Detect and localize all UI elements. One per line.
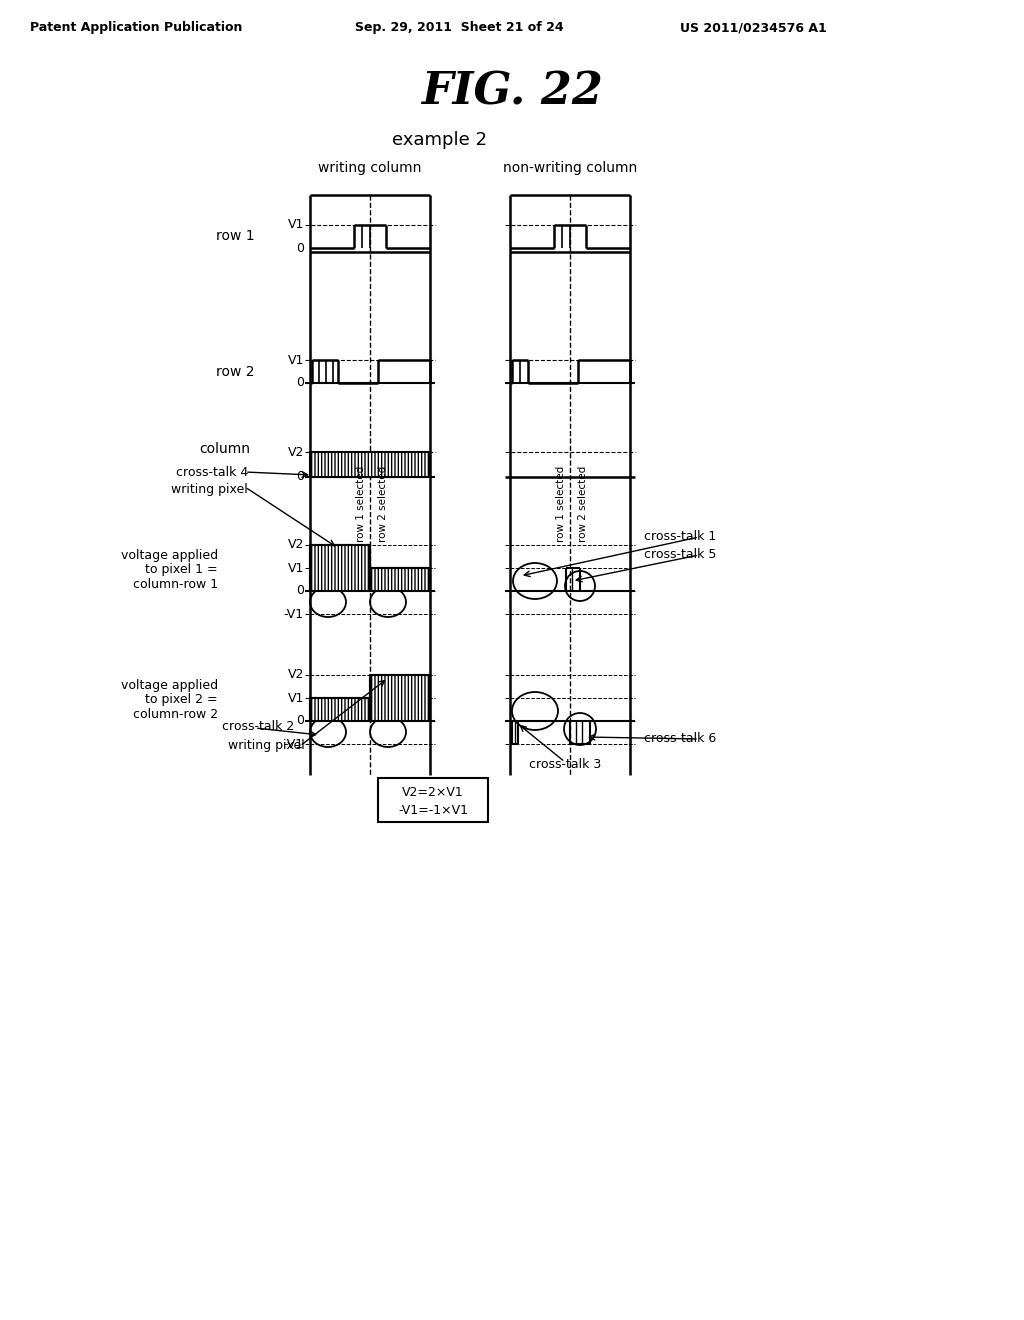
Bar bbox=[378, 777, 488, 822]
Text: US 2011/0234576 A1: US 2011/0234576 A1 bbox=[680, 21, 826, 34]
Bar bbox=[370, 675, 430, 721]
Text: V1: V1 bbox=[288, 692, 304, 705]
Text: V2: V2 bbox=[288, 539, 304, 552]
Text: column-row 2: column-row 2 bbox=[133, 708, 218, 721]
Text: example 2: example 2 bbox=[392, 131, 487, 149]
Text: 0: 0 bbox=[296, 714, 304, 727]
Bar bbox=[310, 451, 430, 477]
Text: V1: V1 bbox=[288, 354, 304, 367]
Text: -V1: -V1 bbox=[284, 738, 304, 751]
Text: to pixel 2 =: to pixel 2 = bbox=[145, 693, 218, 706]
Text: 0: 0 bbox=[296, 376, 304, 389]
Bar bbox=[310, 545, 370, 591]
Text: cross-talk 3: cross-talk 3 bbox=[528, 758, 601, 771]
Text: FIG. 22: FIG. 22 bbox=[421, 70, 603, 114]
Text: row 2 selected: row 2 selected bbox=[578, 466, 588, 543]
Text: 0: 0 bbox=[296, 470, 304, 483]
Text: writing pixel: writing pixel bbox=[171, 483, 248, 495]
Text: to pixel 1 =: to pixel 1 = bbox=[145, 564, 218, 577]
Text: voltage applied: voltage applied bbox=[121, 680, 218, 693]
Text: Sep. 29, 2011  Sheet 21 of 24: Sep. 29, 2011 Sheet 21 of 24 bbox=[355, 21, 563, 34]
Text: row 2: row 2 bbox=[216, 364, 255, 379]
Text: -V1: -V1 bbox=[284, 607, 304, 620]
Text: -V1=-1×V1: -V1=-1×V1 bbox=[398, 804, 468, 817]
Text: V1: V1 bbox=[288, 219, 304, 231]
Text: column: column bbox=[199, 442, 250, 455]
Text: non-writing column: non-writing column bbox=[503, 161, 637, 176]
Text: V2: V2 bbox=[288, 446, 304, 458]
Text: row 1 selected: row 1 selected bbox=[556, 466, 566, 543]
Text: 0: 0 bbox=[296, 585, 304, 598]
Text: row 2 selected: row 2 selected bbox=[378, 466, 388, 543]
Text: V1: V1 bbox=[288, 561, 304, 574]
Text: row 1: row 1 bbox=[216, 230, 255, 243]
Text: 0: 0 bbox=[296, 242, 304, 255]
Text: writing column: writing column bbox=[318, 161, 422, 176]
Text: cross-talk 5: cross-talk 5 bbox=[644, 549, 717, 561]
Text: cross-talk 2: cross-talk 2 bbox=[222, 719, 294, 733]
Bar bbox=[310, 698, 370, 721]
Text: row 1 selected: row 1 selected bbox=[356, 466, 366, 543]
Text: Patent Application Publication: Patent Application Publication bbox=[30, 21, 243, 34]
Text: writing pixel: writing pixel bbox=[227, 739, 304, 752]
Text: column-row 1: column-row 1 bbox=[133, 578, 218, 590]
Text: cross-talk 1: cross-talk 1 bbox=[644, 531, 716, 544]
Text: voltage applied: voltage applied bbox=[121, 549, 218, 562]
Bar bbox=[370, 568, 430, 591]
Text: cross-talk 6: cross-talk 6 bbox=[644, 733, 716, 746]
Text: V2: V2 bbox=[288, 668, 304, 681]
Text: cross-talk 4: cross-talk 4 bbox=[176, 466, 248, 479]
Text: V2=2×V1: V2=2×V1 bbox=[402, 785, 464, 799]
